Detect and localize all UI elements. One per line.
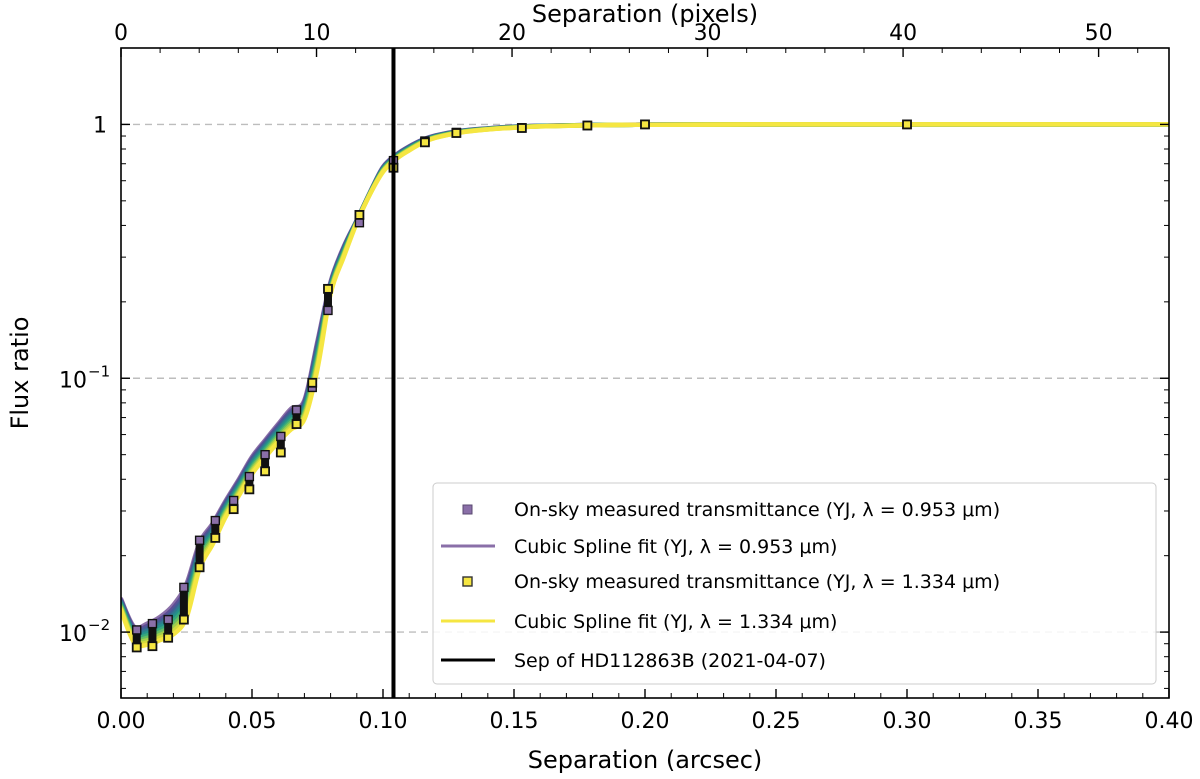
- measured-point-yellow-3: [178, 614, 189, 625]
- y-tick-exponent-2: −2: [88, 616, 110, 634]
- top-x-tick-label-0: 0: [114, 21, 128, 46]
- measured-point-purple-7: [244, 471, 255, 482]
- x-tick-label-5: 0.25: [752, 709, 801, 734]
- top-x-tick-label-4: 40: [889, 21, 917, 46]
- measured-point-yellow-12: [323, 283, 333, 294]
- measured-point-purple-3: [179, 582, 189, 593]
- legend-box: [432, 482, 1157, 685]
- y-tick-label-2: 10: [59, 622, 87, 647]
- measured-point-purple-13: [354, 218, 365, 228]
- measured-point-yellow-9: [275, 447, 286, 458]
- top-x-tick-label-2: 20: [498, 21, 526, 46]
- x-axis-title: Separation (arcsec): [528, 746, 763, 774]
- y-axis-title: Flux ratio: [6, 317, 34, 430]
- y-tick-label-0: 1: [93, 113, 107, 138]
- top-x-tick-label-1: 10: [303, 21, 331, 46]
- measured-point-yellow-5: [210, 533, 221, 543]
- measured-point-yellow-15: [420, 137, 430, 148]
- legend-marker-purple-points: [462, 504, 473, 515]
- measured-point-yellow-6: [228, 504, 239, 515]
- measured-point-purple-1: [147, 618, 158, 629]
- axis-ticks: 0.00 0.05 0.10 0.15 0.20 0.25 0.30 0.35 0.40 0 10 2…: [59, 21, 1193, 734]
- y-tick-exponent-1: −1: [88, 362, 110, 380]
- measured-point-yellow-11: [307, 377, 318, 388]
- legend-marker-yellow-points: [462, 576, 473, 587]
- measured-point-purple-5: [210, 515, 221, 526]
- measured-point-yellow-20: [902, 119, 912, 130]
- x-tick-label-0: 0.00: [97, 709, 146, 734]
- top-x-axis-title: Separation (pixels): [532, 0, 758, 28]
- measured-point-purple-6: [228, 495, 239, 506]
- x-tick-label-8: 0.40: [1145, 709, 1194, 734]
- measured-point-yellow-16: [451, 128, 462, 138]
- x-tick-label-3: 0.15: [490, 709, 539, 734]
- measured-point-purple-2: [163, 614, 173, 625]
- measured-point-yellow-19: [640, 119, 650, 130]
- measured-point-purple-0: [132, 625, 142, 635]
- x-tick-label-1: 0.05: [228, 709, 277, 734]
- measured-point-purple-9: [276, 431, 286, 442]
- legend: On-sky measured transmittance (YJ, λ = 0…: [432, 482, 1157, 685]
- x-tick-label-4: 0.20: [621, 709, 670, 734]
- measured-point-yellow-13: [354, 210, 365, 220]
- x-tick-label-6: 0.30: [883, 709, 932, 734]
- y-tick-label-1: 10: [59, 368, 87, 393]
- grid-layer: [121, 123, 1169, 633]
- legend-label-0: On-sky measured transmittance (YJ, λ = 0…: [514, 499, 1000, 521]
- top-x-tick-label-3: 30: [694, 21, 722, 46]
- measured-point-yellow-1: [147, 641, 158, 652]
- legend-label-3: Cubic Spline fit (YJ, λ = 1.334 μm): [514, 611, 837, 633]
- legend-label-4: Sep of HD112863B (2021-04-07): [514, 650, 826, 672]
- measured-point-yellow-0: [131, 642, 142, 653]
- measured-point-yellow-2: [163, 632, 174, 643]
- measured-point-yellow-10: [291, 419, 302, 429]
- legend-label-1: Cubic Spline fit (YJ, λ = 0.953 μm): [514, 536, 837, 558]
- measured-point-yellow-18: [582, 120, 593, 131]
- measured-point-purple-12: [323, 305, 333, 316]
- measured-point-purple-4: [194, 535, 205, 545]
- legend-label-2: On-sky measured transmittance (YJ, λ = 1…: [514, 571, 1000, 593]
- x-tick-label-7: 0.35: [1014, 709, 1063, 734]
- measured-point-yellow-8: [260, 466, 271, 477]
- measured-point-yellow-17: [516, 123, 527, 133]
- x-tick-label-2: 0.10: [359, 709, 408, 734]
- measured-point-purple-8: [260, 449, 270, 460]
- measured-point-purple-10: [291, 405, 302, 415]
- measured-point-yellow-4: [194, 562, 205, 573]
- top-x-tick-label-5: 50: [1085, 21, 1113, 46]
- measured-point-yellow-7: [244, 484, 255, 495]
